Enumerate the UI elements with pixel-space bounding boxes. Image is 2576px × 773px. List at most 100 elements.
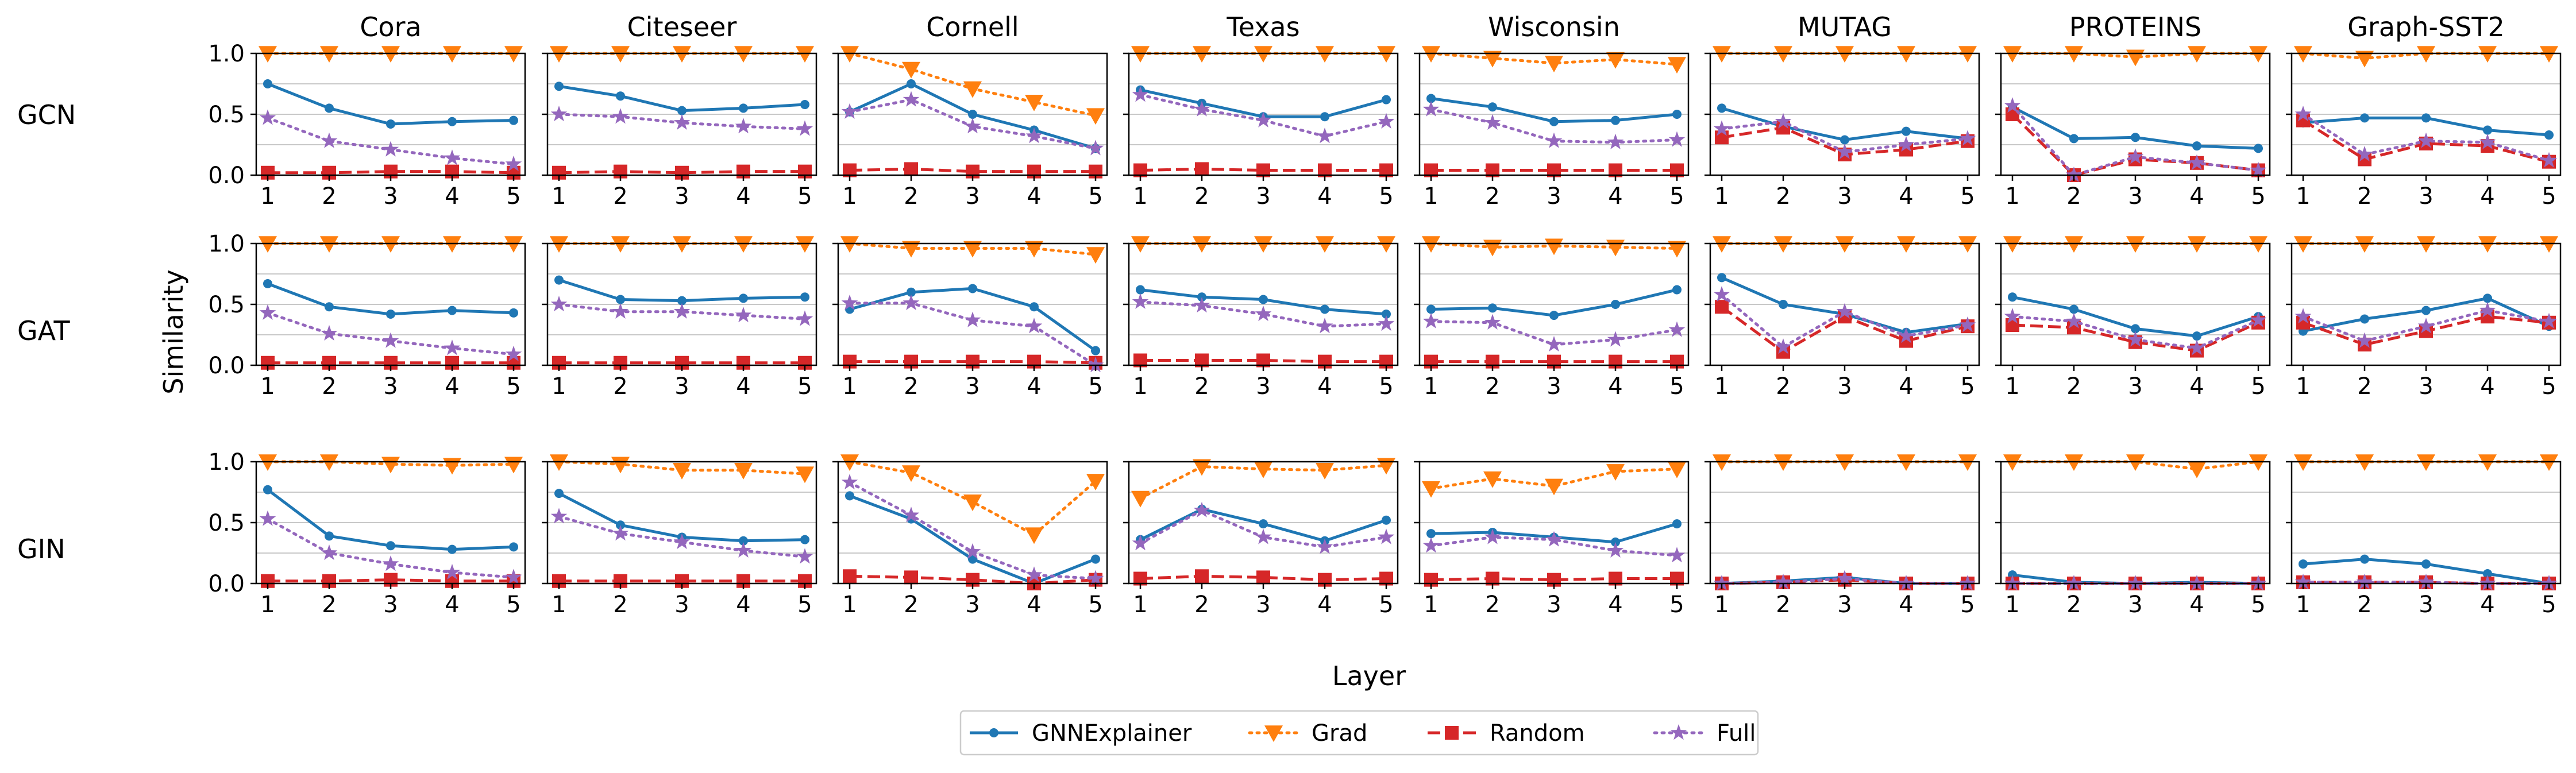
data-point	[505, 569, 522, 585]
series-full	[1422, 312, 1686, 352]
data-point	[1193, 297, 1210, 313]
x-tick-label: 1	[842, 592, 857, 618]
data-point	[616, 91, 625, 101]
x-tick-label: 5	[1379, 592, 1393, 618]
data-point	[2004, 308, 2021, 324]
data-point	[673, 114, 691, 130]
data-point	[611, 236, 630, 253]
data-point	[504, 46, 523, 63]
data-point	[1835, 236, 1854, 253]
series-full	[841, 474, 1104, 586]
data-point	[1958, 236, 1977, 253]
x-tick-label: 2	[613, 183, 627, 210]
panel-gat-proteins: 1 2 3 4 5	[1995, 236, 2271, 400]
data-point	[1488, 303, 1497, 313]
series-line	[2011, 106, 2259, 150]
series-line	[266, 517, 515, 579]
data-point	[2421, 113, 2431, 123]
data-point	[2065, 167, 2083, 183]
panel-gat-citeseer: 1 2 3 4 5	[542, 236, 817, 400]
series-grad	[1131, 236, 1395, 253]
data-point	[2294, 46, 2312, 63]
legend-marker	[1445, 726, 1459, 740]
x-tick-label: 5	[1669, 592, 1684, 618]
data-point	[1320, 112, 1329, 122]
data-point	[611, 457, 630, 474]
series-full	[259, 109, 522, 172]
x-tick-label: 3	[1837, 183, 1852, 210]
x-tick-label: 1	[552, 592, 566, 618]
data-point	[1774, 236, 1792, 253]
x-tick-label: 5	[1669, 183, 1684, 210]
series-full	[550, 508, 813, 564]
x-tick-label: 1	[842, 183, 857, 210]
data-point	[259, 304, 276, 320]
panels-grid: Cora Citeseer Cornell Texas Wisconsin MUTAG PR…	[17, 11, 2562, 618]
x-tick-label: 4	[1608, 592, 1622, 618]
data-point	[1713, 236, 1731, 253]
x-axis-label: Layer	[1332, 660, 1406, 691]
data-point	[1422, 236, 1440, 253]
x-tick-label: 1	[1133, 183, 1147, 210]
data-point	[444, 149, 461, 165]
x-tick-label: 1	[1714, 183, 1729, 210]
data-point	[320, 454, 338, 471]
x-tick-label: 5	[1088, 183, 1102, 210]
data-point	[2360, 314, 2369, 324]
x-tick-label: 3	[674, 373, 689, 400]
data-point	[1668, 461, 1686, 478]
data-point	[840, 46, 859, 63]
data-point	[1835, 454, 1854, 471]
legend-marker	[1670, 724, 1687, 740]
series-full	[1132, 86, 1395, 144]
data-point	[1316, 318, 1333, 334]
panel-gat-mutag: 1 2 3 4 5	[1705, 236, 1980, 400]
data-point	[325, 302, 334, 312]
x-tick-label: 2	[322, 592, 336, 618]
x-tick-label: 4	[1317, 373, 1332, 400]
column-title-proteins: PROTEINS	[2069, 11, 2201, 42]
data-point	[2065, 312, 2083, 328]
panel-gat-cornell: 1 2 3 4 5	[832, 236, 1108, 400]
data-point	[1545, 336, 1563, 352]
data-point	[259, 510, 276, 526]
x-tick-label: 5	[1379, 183, 1393, 210]
x-tick-label: 5	[2542, 592, 2556, 618]
y-tick-label: 1.0	[208, 41, 245, 67]
data-point	[2250, 161, 2267, 177]
series-grad	[840, 46, 1105, 125]
data-point	[1713, 120, 1730, 136]
series-line	[1140, 167, 1386, 172]
data-point	[2295, 573, 2312, 589]
series-gnnexplainer	[2299, 293, 2554, 336]
column-title-graph-sst2: Graph-SST2	[2347, 11, 2504, 42]
data-point	[840, 236, 859, 253]
series-gnnexplainer	[263, 279, 518, 319]
data-point	[1897, 46, 1915, 63]
data-point	[554, 82, 564, 91]
data-point	[1025, 241, 1043, 258]
series-grad	[2294, 236, 2558, 253]
x-tick-label: 5	[2251, 373, 2265, 400]
data-point	[2065, 236, 2083, 253]
data-point	[1898, 327, 1915, 343]
panel-gat-cora: 1 2 3 4 5 0.0 0.5 1.0	[208, 231, 526, 400]
data-point	[2188, 575, 2205, 591]
series-full	[259, 510, 522, 585]
data-point	[1382, 309, 1391, 319]
data-point	[841, 294, 858, 310]
data-point	[1545, 478, 1563, 496]
y-axis-label: Similarity	[158, 269, 189, 395]
data-point	[904, 162, 918, 176]
data-point	[2544, 130, 2554, 140]
data-point	[2355, 454, 2374, 471]
series-line	[1139, 300, 1388, 328]
series-gnnexplainer	[263, 79, 518, 129]
data-point	[263, 279, 272, 288]
series-grad	[1131, 46, 1395, 63]
data-point	[2249, 454, 2268, 471]
data-point	[1611, 300, 1620, 309]
x-tick-label: 2	[1485, 592, 1499, 618]
panel-gcn-cora: 1 2 3 4 5 0.0 0.5 1.0	[208, 41, 526, 210]
